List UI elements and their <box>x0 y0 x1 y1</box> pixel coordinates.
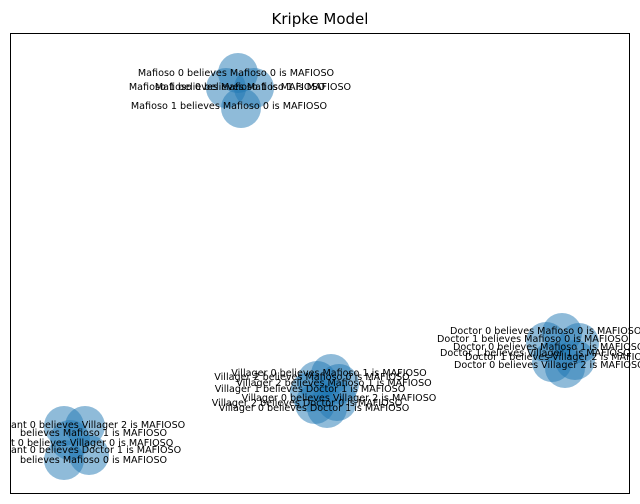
cluster-fourth: ant 0 believes Villager 2 is MAFIOSO bel… <box>11 406 186 480</box>
node-label-4: Villager 0 believes Villager 2 is MAFIOS… <box>242 393 437 404</box>
node-label-2: Villager 2 believes Mafioso 1 is MAFIOSO <box>236 378 432 389</box>
node-label-3: Villager 1 believes Doctor 1 is MAFIOSO <box>215 384 406 395</box>
node-label-0: Doctor 0 believes Mafioso 0 is MAFIOSO <box>450 326 640 337</box>
node-label-1: Villager 2 believes Mafioso 0 is MAFIOSO <box>214 372 410 383</box>
node-label-0: Mafioso 0 believes Mafioso 0 is MAFIOSO <box>138 68 335 79</box>
node-6 <box>307 388 347 428</box>
node-label-6: Villager 0 believes Doctor 1 is MAFIOSO <box>219 403 410 414</box>
cluster-doctor: Doctor 0 believes Mafioso 0 is MAFIOSO D… <box>437 313 640 388</box>
node-label-4: Doctor 1 believes Villager 2 is MAFIOSO <box>465 352 640 363</box>
node-label-2: Mafioso 0 believes Mafioso 1 is MAFIOSO <box>155 82 352 93</box>
node-label-2: t 0 believes Villager 0 is MAFIOSO <box>11 438 174 449</box>
node-label-0: Villager 0 believes Mafioso 1 is MAFIOSO <box>231 368 427 379</box>
node-label-1: believes Mafioso 1 is MAFIOSO <box>20 428 168 439</box>
node-label-1: Mafioso 1 believes Mafioso 1 is MAFIOSO <box>129 82 326 93</box>
cluster-villager: Villager 0 believes Mafioso 1 is MAFIOSO… <box>212 354 437 428</box>
node-label-3: ant 0 believes Doctor 1 is MAFIOSO <box>11 445 182 456</box>
node-label-0: ant 0 believes Villager 2 is MAFIOSO <box>11 420 186 431</box>
node-label-1: Doctor 1 believes Mafioso 0 is MAFIOSO <box>437 334 629 345</box>
node-label-2: Doctor 0 believes Mafioso 1 is MAFIOSO <box>453 342 640 353</box>
node-label-3: Mafioso 1 believes Mafioso 0 is MAFIOSO <box>131 101 328 112</box>
node-4 <box>44 440 84 480</box>
cluster-mafioso: Mafioso 0 believes Mafioso 0 is MAFIOSO … <box>129 53 352 128</box>
node-3 <box>221 88 261 128</box>
node-5 <box>545 348 585 388</box>
chart-title: Kripke Model <box>272 10 369 28</box>
node-label-4: believes Mafioso 0 is MAFIOSO <box>20 455 168 466</box>
node-label-3: Doctor 1 believes Villager 1 is MAFIOSO <box>440 348 631 359</box>
node-label-5: Villager 2 believes Doctor 0 is MAFIOSO <box>212 398 403 409</box>
node-label-5: Doctor 0 believes Villager 2 is MAFIOSO <box>454 360 640 371</box>
